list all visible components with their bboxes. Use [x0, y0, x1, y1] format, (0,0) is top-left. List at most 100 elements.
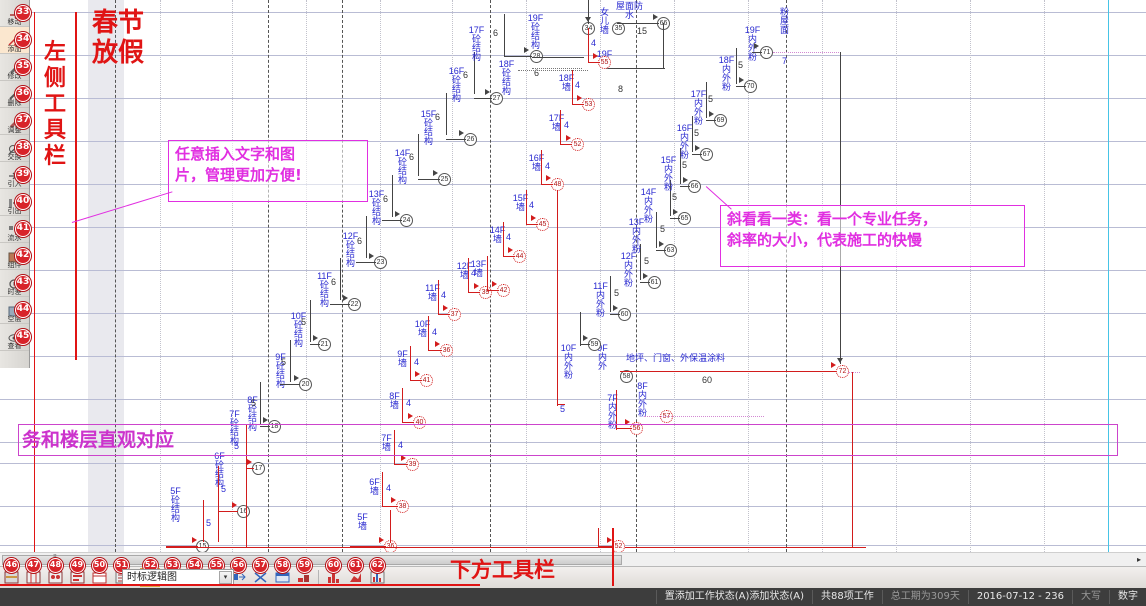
annotation-left-toolbar-label: 左侧工具栏 [44, 40, 67, 169]
task-label: 13F 内外粉 [628, 217, 645, 254]
network-node[interactable]: 16 [237, 505, 250, 518]
left-toolbar-label: 添加 [7, 45, 22, 53]
bottom-toolbar-button[interactable]: 60 [323, 558, 343, 587]
left-toolbar-item[interactable]: 修改 35 [0, 54, 31, 81]
callout-badge: 48 [48, 558, 63, 573]
network-node[interactable]: 28 [530, 50, 543, 63]
status-task-count: 共88项工作 [812, 590, 882, 604]
bottom-toolbar-button[interactable]: 61 [345, 558, 365, 587]
network-node[interactable]: 22 [348, 298, 361, 311]
task-label: 10F 内外粉 [560, 343, 577, 380]
task-label: 19F 砼结构 [527, 13, 544, 50]
callout-badge: 43 [15, 275, 31, 291]
task-label: 14F 内外粉 [640, 187, 657, 224]
left-toolbar-label: 空层 [7, 315, 22, 323]
task-label: 16F 墙 [528, 153, 545, 172]
left-toolbar-item[interactable]: 调整 37 [0, 108, 31, 135]
left-toolbar-label: 引入 [7, 180, 22, 188]
bottom-toolbar-button[interactable]: 50 [89, 558, 109, 587]
bottom-toolbar-button[interactable]: 48 [45, 558, 65, 587]
task-label: 5F 墙 [357, 512, 368, 531]
task-label: 6F 墙 [369, 477, 380, 496]
left-toolbar-item[interactable]: 引入 39 [0, 162, 31, 189]
callout-badge: 38 [15, 140, 31, 156]
toolbar-separator [318, 569, 319, 586]
callout-badge: 61 [348, 558, 363, 573]
task-label: 14F 墙 [489, 225, 506, 244]
task-label: 15F 内外粉 [660, 155, 677, 192]
task-label: 14F 砼结构 [394, 148, 411, 185]
left-toolbar-item[interactable]: 查看 45 [0, 324, 31, 351]
bottom-toolbar-button[interactable]: 59 [294, 558, 314, 587]
task-label: 8F 墙 [389, 391, 400, 410]
left-toolbar-item[interactable]: 空层 44 [0, 297, 31, 324]
left-toolbar[interactable]: 移动 33 添加 34 修改 35 删除 36 调整 37 [0, 0, 31, 368]
annotation-holiday: 春节 放假 [92, 8, 145, 68]
task-label: 11F 砼结构 [317, 271, 332, 308]
annotation-slope-leader [705, 186, 732, 210]
task-label: 地坪、门窗、外保温涂料 [626, 353, 726, 363]
network-node[interactable]: 20 [299, 378, 312, 391]
left-toolbar-item[interactable]: 移动 33 [0, 0, 31, 27]
left-toolbar-item[interactable]: 组件 42 [0, 243, 31, 270]
network-node[interactable]: 63 [664, 244, 677, 257]
network-node[interactable]: 56 [630, 422, 643, 435]
left-toolbar-item[interactable]: 添加 34 [0, 27, 31, 54]
chevron-down-icon[interactable]: ▾ [219, 571, 232, 584]
left-toolbar-label: 流水 [7, 234, 22, 242]
annotation-left-toolbar-vline [75, 12, 77, 360]
network-node[interactable]: 72 [836, 365, 849, 378]
status-bar: 置添加工作状态(A)添加状态(A) 共88项工作 总工期为309天 2016-0… [0, 588, 1146, 606]
bottom-toolbar[interactable]: 46 47 48 49 50 51 52 53 54 55 [0, 558, 1146, 588]
task-label: 粉屋面 [779, 7, 789, 35]
left-toolbar-item[interactable]: 删除 36 [0, 81, 31, 108]
callout-badge: 41 [15, 221, 31, 237]
task-label: 12F 墙 [456, 261, 473, 280]
left-toolbar-label: 交换 [7, 153, 22, 161]
bottom-toolbar-button[interactable]: 62 [367, 558, 387, 587]
bottom-toolbar-button[interactable]: 49 [67, 558, 87, 587]
task-label: 10F 砼结构 [290, 311, 307, 348]
task-label: 17F 砼结构 [468, 25, 485, 62]
callout-badge: 59 [297, 558, 312, 573]
task-label: 8F 砼结构 [247, 395, 258, 432]
bottom-toolbar-button[interactable]: 58 [272, 558, 292, 587]
status-mode: 置添加工作状态(A)添加状态(A) [655, 590, 812, 604]
callout-badge: 50 [92, 558, 107, 573]
bottom-toolbar-button[interactable]: 46 [1, 558, 21, 587]
view-mode-value: 时标逻辑图 [127, 572, 177, 583]
task-label: 17F 内外粉 [690, 89, 707, 126]
network-node[interactable]: 39 [479, 286, 492, 299]
bottom-toolbar-button[interactable]: 56 [228, 558, 248, 587]
callout-badge: 42 [15, 248, 31, 264]
task-label: 16F 内外粉 [676, 123, 693, 160]
network-node[interactable]: 35 [612, 22, 625, 35]
left-toolbar-label: 调整 [7, 126, 22, 134]
left-toolbar-label: 查看 [7, 342, 22, 350]
callout-badge: 45 [15, 329, 31, 345]
left-toolbar-item[interactable]: 引出 40 [0, 189, 31, 216]
left-toolbar-label: 时差 [7, 288, 22, 296]
network-node[interactable]: 58 [620, 370, 633, 383]
scroll-right-arrow[interactable]: ▸ [1136, 555, 1141, 564]
task-label: 15F 砼结构 [420, 109, 437, 146]
callout-badge: 49 [70, 558, 85, 573]
callout-badge: 60 [326, 558, 341, 573]
task-label: 16F 砼结构 [448, 66, 465, 103]
bottom-toolbar-button[interactable]: 47 [23, 558, 43, 587]
left-toolbar-item[interactable]: 流水 41 [0, 216, 31, 243]
bottom-toolbar-button[interactable]: 57 [250, 558, 270, 587]
task-label: 18F 墙 [558, 73, 575, 92]
left-toolbar-item[interactable]: 交换 38 [0, 135, 31, 162]
network-node[interactable]: 52 [571, 138, 584, 151]
callout-badge: 46 [4, 558, 19, 573]
task-label: 7F 内外粉 [607, 393, 618, 430]
scrollbar-thumb[interactable] [2, 554, 622, 565]
callout-badge: 39 [15, 167, 31, 183]
network-node[interactable]: 69 [714, 114, 727, 127]
task-label: 13F 墙 [470, 259, 487, 278]
left-toolbar-item[interactable]: 时差 43 [0, 270, 31, 297]
callout-badge: 58 [275, 558, 290, 573]
